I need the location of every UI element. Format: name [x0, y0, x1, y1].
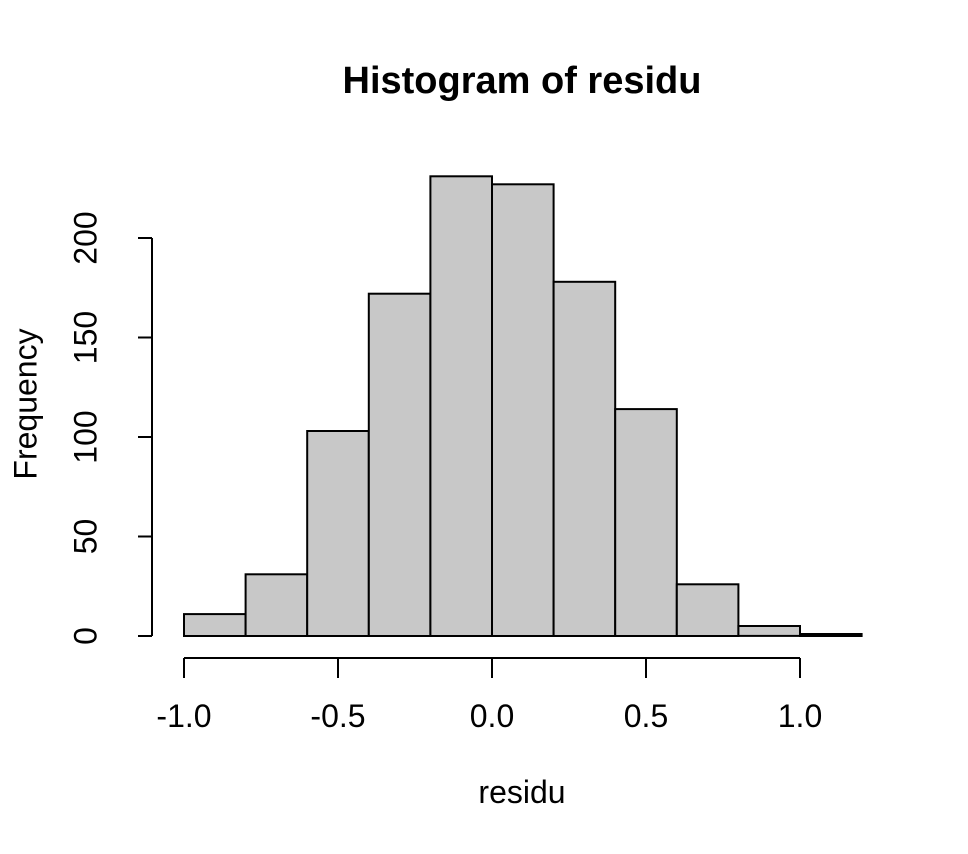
histogram-bar — [799, 633, 863, 637]
y-tick-label: 0 — [67, 627, 103, 645]
x-tick-label: -1.0 — [156, 698, 211, 734]
histogram-bar — [675, 583, 740, 637]
histogram-bar — [614, 408, 678, 637]
x-tick-label: 1.0 — [778, 698, 822, 734]
x-tick-label: 0.5 — [624, 698, 668, 734]
histogram-bar — [737, 625, 802, 637]
x-axis-title: residu — [478, 774, 566, 810]
y-tick-label: 100 — [67, 410, 103, 463]
histogram-bar — [552, 280, 617, 637]
y-tick-label: 200 — [67, 211, 103, 264]
x-tick-label: -0.5 — [310, 698, 365, 734]
y-tick-label: 150 — [67, 311, 103, 364]
x-tick-label: 0.0 — [470, 698, 514, 734]
histogram-bar — [183, 613, 247, 637]
histogram-bar — [491, 183, 555, 638]
histogram-bar — [429, 175, 493, 638]
histogram-bar — [244, 573, 309, 637]
histogram-bar — [367, 292, 432, 637]
histogram-bar — [306, 430, 370, 637]
chart-title: Histogram of residu — [342, 60, 702, 102]
y-tick-label: 50 — [67, 519, 103, 555]
